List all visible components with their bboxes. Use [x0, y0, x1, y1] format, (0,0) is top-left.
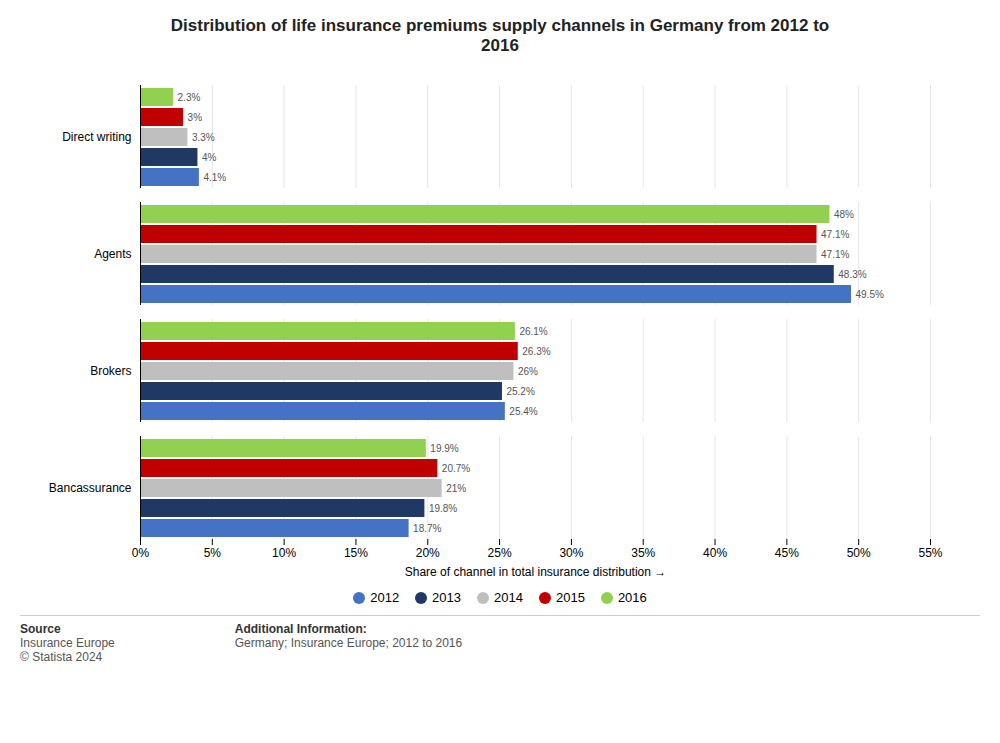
svg-text:48.3%: 48.3% — [838, 269, 866, 280]
svg-text:4.1%: 4.1% — [203, 172, 226, 183]
svg-text:Agents: Agents — [94, 247, 131, 261]
svg-text:21%: 21% — [446, 483, 466, 494]
svg-text:47.1%: 47.1% — [821, 249, 849, 260]
svg-text:26%: 26% — [518, 366, 538, 377]
svg-text:25.4%: 25.4% — [509, 406, 537, 417]
html-text:Distribution of life insurance: Distribution of life insurance premiums … — [170, 16, 830, 55]
html-text:2012: 2012 — [370, 590, 400, 605]
svg-text:19.8%: 19.8% — [429, 503, 457, 514]
svg-text:15%: 15% — [344, 546, 368, 560]
svg-text:55%: 55% — [918, 546, 942, 560]
svg-text:0%: 0% — [132, 546, 150, 560]
svg-text:25.2%: 25.2% — [506, 386, 534, 397]
svg-text:48%: 48% — [834, 209, 854, 220]
svg-text:20.7%: 20.7% — [442, 463, 470, 474]
svg-text:19.9%: 19.9% — [430, 443, 458, 454]
svg-text:4%: 4% — [202, 152, 217, 163]
html-text:2015: 2015 — [556, 590, 585, 605]
svg-text:35%: 35% — [631, 546, 655, 560]
svg-text:2.3%: 2.3% — [178, 92, 201, 103]
html-text:Additional Information:: Additional Information: — [234, 622, 367, 636]
svg-text:47.1%: 47.1% — [821, 229, 849, 240]
svg-text:20%: 20% — [416, 546, 440, 560]
html-text:© Statista 2024: © Statista 2024 — [20, 650, 103, 664]
svg-text:18.7%: 18.7% — [413, 523, 441, 534]
svg-text:49.5%: 49.5% — [856, 289, 884, 300]
svg-text:45%: 45% — [775, 546, 799, 560]
svg-text:40%: 40% — [703, 546, 727, 560]
html-text:2016: 2016 — [617, 590, 647, 605]
html-text:Insurance Europe: Insurance Europe — [20, 636, 115, 650]
html-text:Source: Source — [20, 622, 61, 636]
svg-text:50%: 50% — [847, 546, 871, 560]
svg-text:3%: 3% — [188, 112, 203, 123]
svg-text:Brokers: Brokers — [90, 364, 131, 378]
svg-text:26.3%: 26.3% — [522, 346, 550, 357]
svg-text:10%: 10% — [272, 546, 296, 560]
html-text:2014: 2014 — [494, 590, 523, 605]
svg-text:5%: 5% — [204, 546, 222, 560]
svg-text:Bancassurance: Bancassurance — [49, 481, 132, 495]
html-text:2013: 2013 — [432, 590, 461, 605]
svg-text:Share of channel in total insu: Share of channel in total insurance dist… — [405, 565, 667, 579]
svg-text:3.3%: 3.3% — [192, 132, 215, 143]
svg-text:25%: 25% — [488, 546, 512, 560]
svg-text:Direct writing: Direct writing — [62, 130, 131, 144]
html-text:Germany; Insurance Europe; 201: Germany; Insurance Europe; 2012 to 2016 — [234, 636, 463, 650]
svg-text:26.1%: 26.1% — [519, 326, 547, 337]
svg-text:30%: 30% — [559, 546, 583, 560]
